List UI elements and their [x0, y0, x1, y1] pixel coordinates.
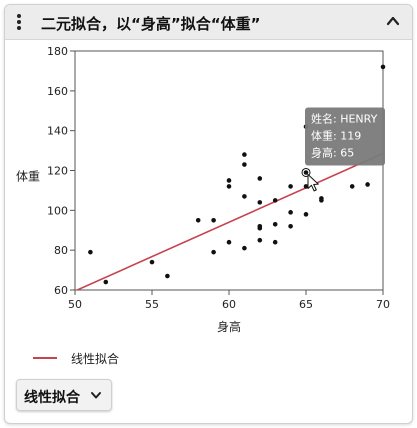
- data-point[interactable]: [242, 162, 247, 167]
- data-point[interactable]: [288, 223, 293, 229]
- y-tick-label: 120: [47, 165, 68, 178]
- data-point[interactable]: [103, 279, 109, 285]
- data-point[interactable]: [365, 182, 370, 187]
- data-point[interactable]: [211, 249, 216, 255]
- data-point[interactable]: [211, 217, 216, 223]
- panel-title: 二元拟合，以“身高”拟合“体重”: [41, 15, 261, 33]
- chevron-down-icon: [91, 392, 101, 399]
- panel-header: 二元拟合，以“身高”拟合“体重”: [5, 5, 412, 40]
- data-point[interactable]: [195, 217, 201, 223]
- data-point[interactable]: [242, 152, 247, 157]
- data-point[interactable]: [272, 221, 278, 227]
- x-axis-label: 身高: [217, 319, 241, 334]
- tooltip-line: 体重: 119: [311, 128, 361, 142]
- y-tick-label: 140: [47, 125, 68, 138]
- x-tick-label: 60: [222, 298, 236, 311]
- scatter-plot[interactable]: 50 55 60 65 70 60 80 100 120 140 160 180 身高 体重 姓名: HE…: [5, 39, 412, 345]
- axes: 50 55 60 65 70 60 80 100 120 140 160 180 身高 体重: [16, 45, 390, 334]
- data-point[interactable]: [288, 184, 293, 189]
- y-tick-label: 60: [54, 284, 68, 297]
- y-tick-label: 80: [54, 244, 68, 257]
- data-point[interactable]: [149, 259, 155, 265]
- legend-swatch-linear-fit: [33, 357, 57, 359]
- data-point[interactable]: [226, 178, 232, 183]
- tooltip-line: 姓名: HENRY: [311, 111, 378, 125]
- data-point[interactable]: [242, 194, 247, 199]
- x-tick-label: 70: [376, 298, 390, 311]
- data-point[interactable]: [242, 245, 247, 251]
- collapse-chevron-up-icon[interactable]: [384, 12, 402, 30]
- linear-fit-button-label: 线性拟合: [24, 390, 80, 406]
- data-point[interactable]: [319, 198, 324, 203]
- data-point[interactable]: [257, 200, 263, 205]
- data-point[interactable]: [349, 184, 355, 189]
- y-axis-label: 体重: [16, 169, 40, 183]
- data-point[interactable]: [165, 273, 170, 279]
- highlighted-point: [301, 167, 311, 177]
- data-point[interactable]: [226, 239, 232, 245]
- data-point[interactable]: [257, 176, 263, 181]
- data-point[interactable]: [303, 212, 309, 217]
- data-point[interactable]: [88, 249, 93, 255]
- bivariate-fit-panel: 二元拟合，以“身高”拟合“体重” 50 55 60 65 70 60 80 100 120 140…: [4, 4, 413, 424]
- tooltip-box: [305, 107, 385, 166]
- data-point[interactable]: [303, 184, 309, 189]
- data-point[interactable]: [257, 237, 263, 243]
- x-tick-label: 50: [68, 298, 82, 311]
- data-point[interactable]: [380, 64, 386, 70]
- data-points[interactable]: [88, 64, 386, 285]
- y-tick-label: 180: [47, 45, 68, 58]
- data-point[interactable]: [226, 184, 232, 189]
- data-point[interactable]: [272, 239, 278, 245]
- x-tick-label: 65: [299, 298, 313, 311]
- data-point[interactable]: [288, 210, 293, 215]
- legend-label-linear-fit: 线性拟合: [71, 352, 120, 366]
- y-tick-label: 160: [47, 85, 68, 98]
- data-point[interactable]: [303, 170, 309, 175]
- y-tick-label: 100: [47, 204, 68, 217]
- linear-fit-dropdown-button[interactable]: 线性拟合: [16, 379, 112, 411]
- mouse-cursor-icon: [307, 173, 319, 192]
- x-tick-label: 55: [145, 298, 159, 311]
- data-point[interactable]: [257, 225, 263, 231]
- plot-frame: [74, 50, 384, 291]
- tooltip: 姓名: HENRY 体重: 119 身高: 65: [301, 107, 385, 192]
- data-point[interactable]: [272, 198, 278, 203]
- tooltip-line: 身高: 65: [311, 145, 354, 159]
- more-options-icon[interactable]: [15, 14, 23, 32]
